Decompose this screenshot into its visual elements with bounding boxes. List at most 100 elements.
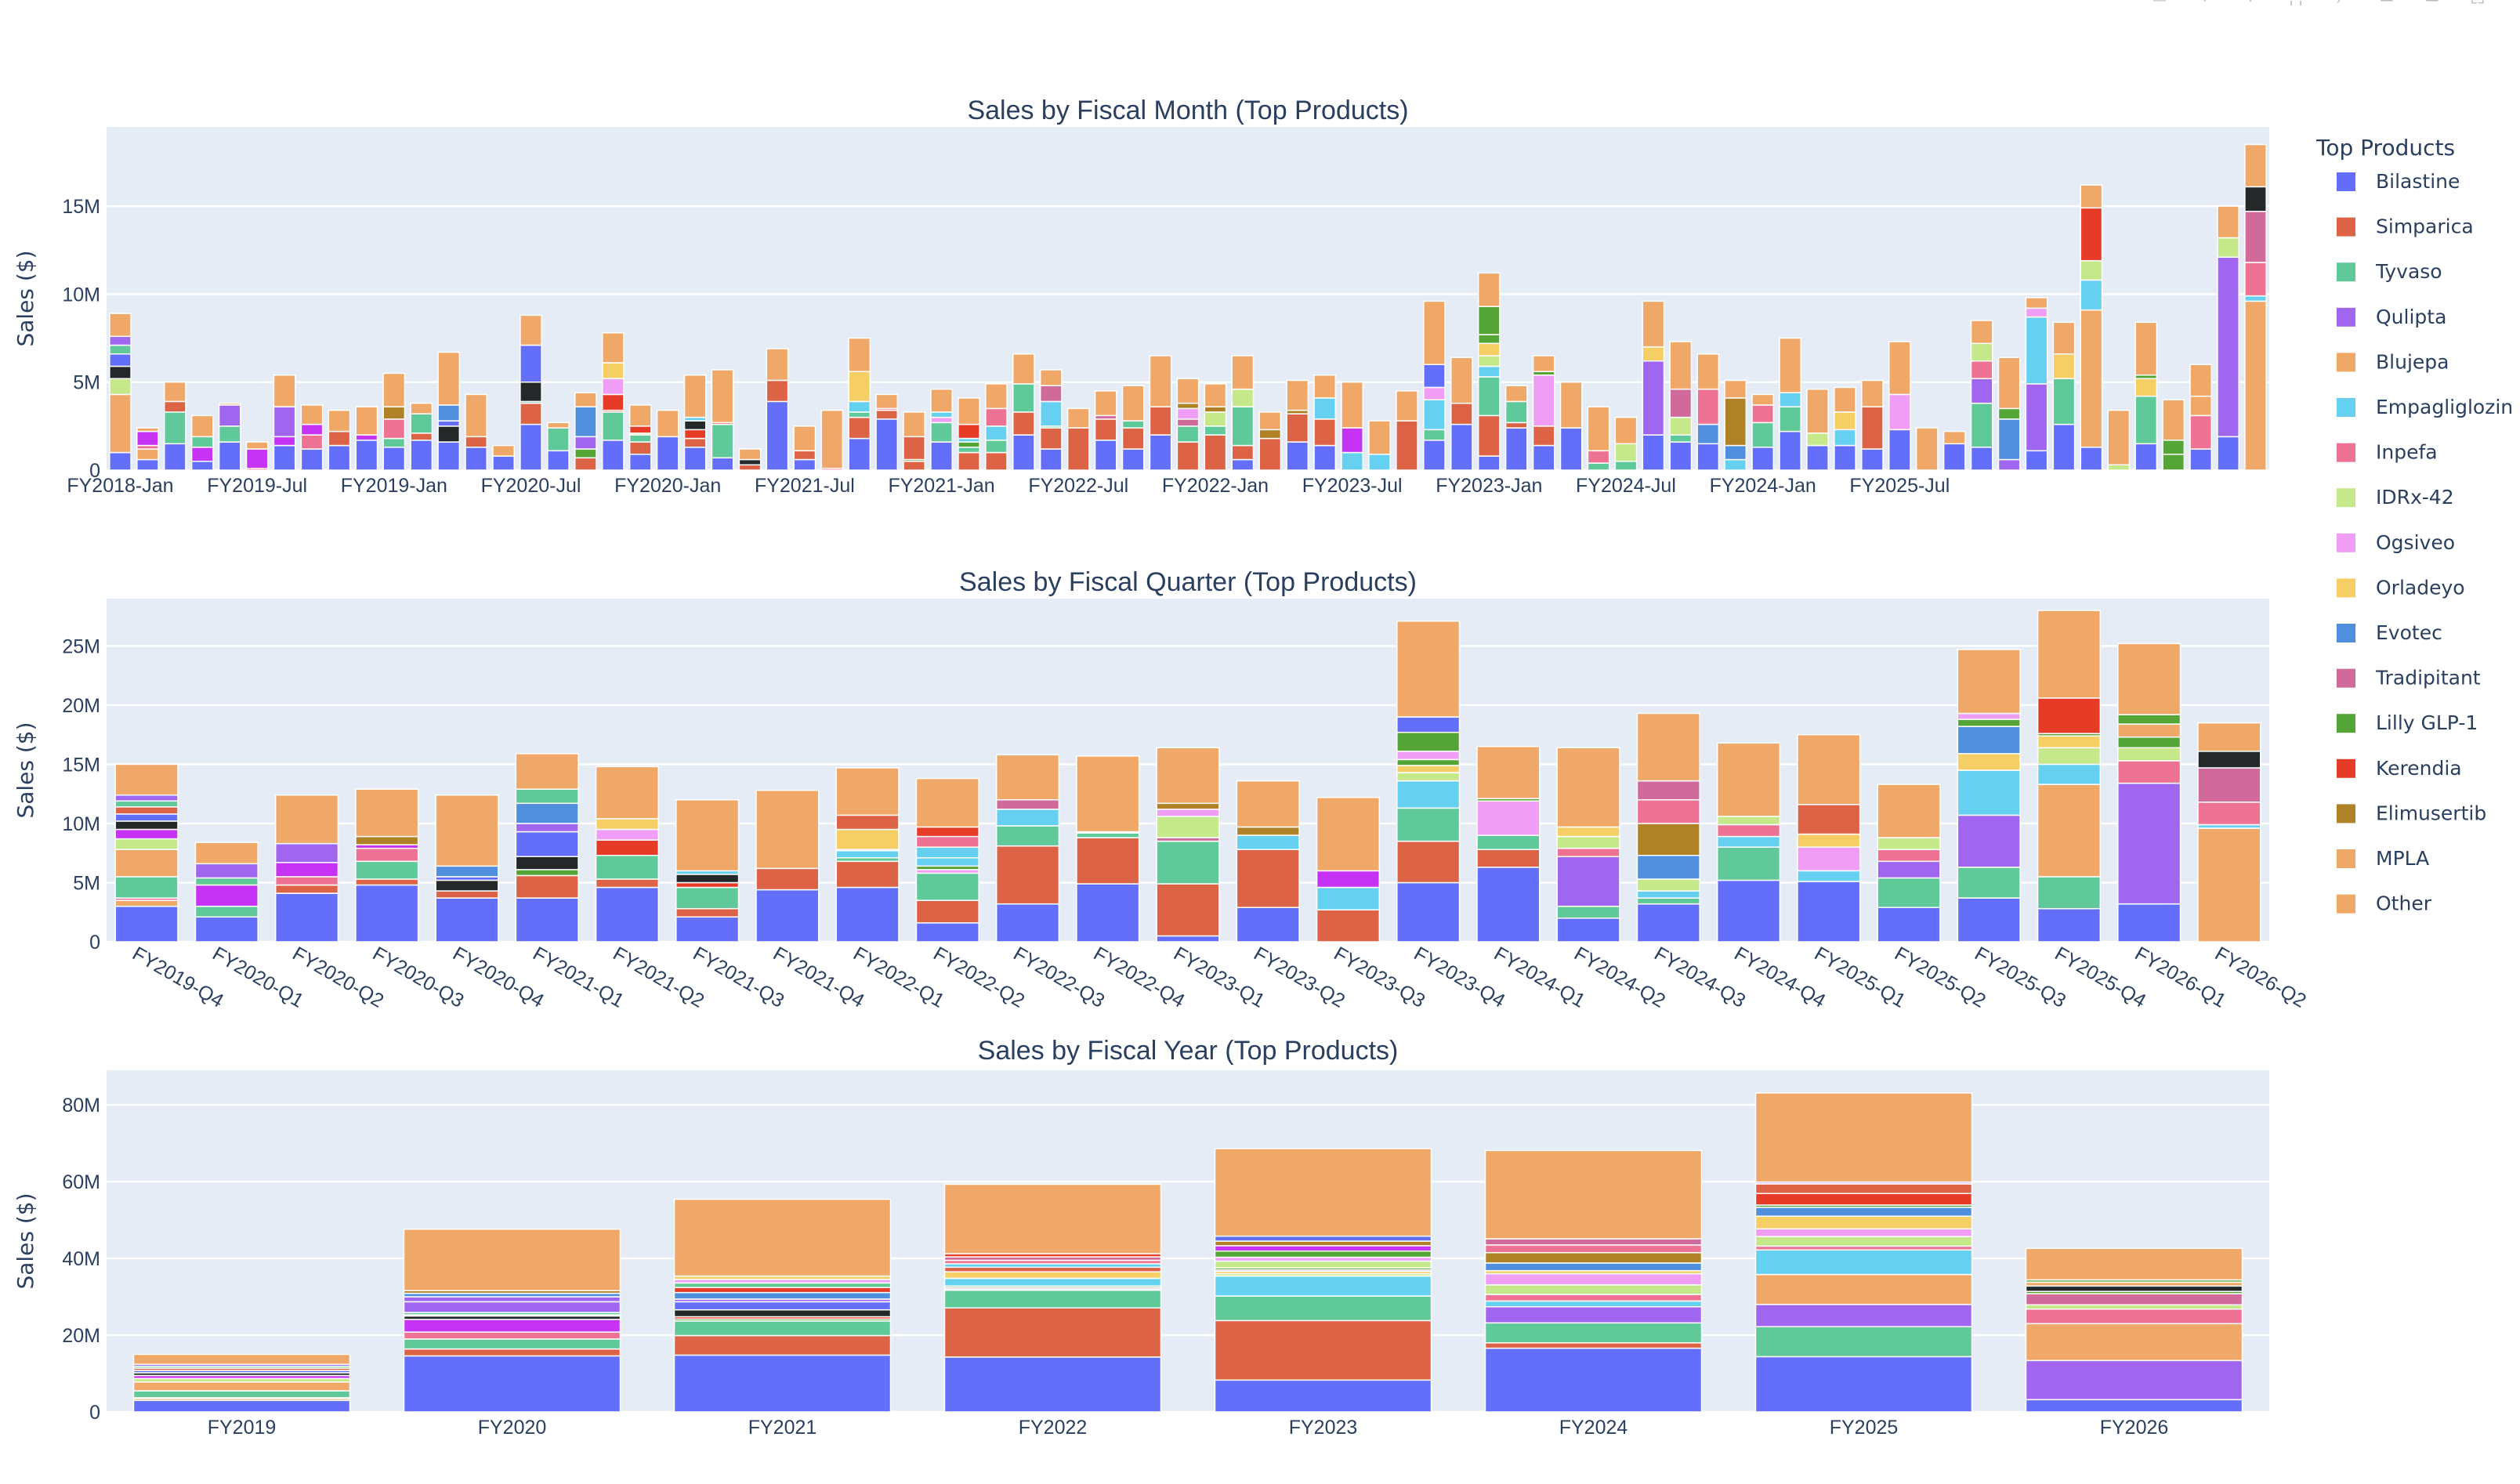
bar-segment-magenta[interactable] (1341, 427, 1363, 454)
bar-segment-bilastine[interactable] (2037, 907, 2102, 943)
bar-segment-qulipta[interactable] (2025, 1359, 2243, 1401)
bar-segment-other[interactable] (194, 842, 259, 865)
bar-segment-simparica[interactable] (1477, 414, 1501, 457)
bar-stack[interactable] (1396, 390, 1418, 471)
bar-segment-empagliglozin[interactable] (995, 809, 1060, 827)
bar-segment-lilly-glp-1[interactable] (1214, 1250, 1432, 1258)
bar-segment-tyvaso[interactable] (1716, 846, 1781, 881)
bar-stack[interactable] (1368, 420, 1391, 471)
bar-segment-tyvaso[interactable] (995, 825, 1060, 847)
bar-segment-bilastine[interactable] (1396, 881, 1461, 943)
bar-segment-bilastine[interactable] (109, 451, 132, 471)
bar-segment-evotec[interactable] (1696, 423, 1720, 445)
bar-segment-other[interactable] (2107, 409, 2131, 466)
legend-item[interactable]: IDRx-42 (2337, 486, 2454, 509)
bar-segment-other[interactable] (1806, 388, 1829, 434)
bar-segment-bilastine[interactable] (1450, 423, 1473, 471)
bar-segment-empagliglozin[interactable] (1236, 834, 1300, 850)
bar-segment-qulipta[interactable] (1997, 458, 2021, 471)
bar-segment-other[interactable] (755, 789, 820, 870)
bar-stack[interactable] (1797, 733, 1861, 943)
bar-segment-qulipta[interactable] (114, 794, 179, 802)
bar-stack[interactable] (1877, 784, 1941, 943)
bar-segment-other[interactable] (1368, 420, 1391, 455)
bar-stack[interactable] (2037, 610, 2102, 943)
bar-segment-empagliglozin[interactable] (1316, 886, 1381, 910)
bar-segment-bilastine[interactable] (1094, 440, 1117, 471)
bar-segment-tyvaso[interactable] (848, 411, 871, 418)
bar-segment-orladeyo[interactable] (2052, 353, 2076, 379)
bar-segment-other[interactable] (1614, 416, 1638, 445)
bar-segment-magenta[interactable] (194, 884, 259, 907)
bar-segment-tyvaso[interactable] (190, 436, 214, 448)
bar-segment-inpefa[interactable] (2244, 262, 2267, 297)
bar-segment-empagliglozin[interactable] (1341, 451, 1363, 471)
bar-segment-qulipta[interactable] (1957, 814, 2021, 868)
bar-stack[interactable] (1834, 386, 1856, 471)
bar-segment-empagliglozin[interactable] (1214, 1275, 1432, 1297)
bar-segment-simparica[interactable] (435, 890, 499, 899)
bar-stack[interactable] (2189, 364, 2213, 471)
legend-item[interactable]: Evotec (2337, 621, 2442, 644)
bar-segment-tradipitant[interactable] (1484, 1238, 1703, 1246)
bar-segment-simparica[interactable] (985, 451, 1008, 471)
bar-segment-other[interactable] (1532, 355, 1555, 372)
bar-stack[interactable] (1149, 355, 1172, 471)
bar-segment-magenta[interactable] (136, 430, 159, 447)
bar-stack[interactable] (2025, 1247, 2243, 1413)
bar-segment-bilastine[interactable] (300, 448, 324, 471)
bar-segment-bilastine[interactable] (943, 1356, 1162, 1413)
bar-segment-empagliglozin[interactable] (1834, 429, 1856, 447)
bar-segment-other[interactable] (995, 754, 1060, 801)
bar-segment-idrx-42[interactable] (114, 838, 179, 850)
bar-segment-evotec[interactable] (1754, 1207, 1973, 1217)
bar-segment-kerendia[interactable] (673, 1287, 892, 1294)
bar-segment-other[interactable] (1877, 784, 1941, 838)
bar-segment-other[interactable] (132, 1353, 351, 1366)
bar-segment-bilastine[interactable] (1313, 444, 1337, 471)
bar-segment-tyvaso[interactable] (1636, 897, 1700, 905)
bar-segment-bilastine[interactable] (1504, 427, 1528, 471)
bar-segment-bilastine[interactable] (382, 447, 406, 471)
bar-segment-bilastine[interactable] (1751, 447, 1775, 471)
bar-segment-qulipta[interactable] (1877, 860, 1941, 879)
bar-segment-kerendia[interactable] (601, 393, 625, 411)
bar-segment-simparica[interactable] (274, 884, 339, 894)
bar-stack[interactable] (2117, 642, 2181, 943)
bar-segment-other[interactable] (547, 422, 570, 429)
bar-segment-empagliglozin[interactable] (930, 411, 953, 418)
bar-segment-tyvaso[interactable] (1156, 840, 1220, 885)
bar-stack[interactable] (1754, 1092, 1973, 1413)
bar-segment-tyvaso[interactable] (1504, 400, 1528, 424)
bar-segment-other[interactable] (1779, 337, 1801, 393)
bar-segment-other[interactable] (1258, 411, 1282, 431)
bar-segment-other[interactable] (1957, 649, 2021, 715)
bar-stack[interactable] (1751, 393, 1775, 471)
lasso-icon[interactable]: ⁄ (2330, 0, 2352, 5)
bar-segment-simparica[interactable] (1176, 441, 1200, 471)
bar-segment-inpefa[interactable] (403, 1331, 621, 1340)
bar-segment-lilly-glp-1[interactable] (1957, 718, 2021, 727)
bar-segment-tradipitant[interactable] (1039, 385, 1063, 403)
bar-segment-other[interactable] (985, 383, 1008, 410)
bar-stack[interactable] (410, 402, 433, 471)
bar-segment-tyvaso[interactable] (1214, 1295, 1432, 1322)
bar-segment-other[interactable] (793, 425, 816, 452)
bar-segment-bilastine[interactable] (114, 813, 179, 822)
zoom-out-icon[interactable]: ▬ (2421, 0, 2443, 5)
bar-segment-bilastine[interactable] (848, 437, 871, 471)
bar-segment-tyvaso[interactable] (403, 1338, 621, 1350)
bar-stack[interactable] (328, 409, 351, 471)
bar-segment-other[interactable] (1724, 379, 1747, 399)
bar-segment-other[interactable] (1669, 341, 1693, 390)
bar-segment-lilly-glp-1[interactable] (2117, 714, 2181, 725)
bar-segment-qulipta[interactable] (1642, 360, 1665, 436)
bar-segment-other[interactable] (1997, 357, 2021, 410)
bar-stack[interactable] (958, 397, 980, 471)
bar-stack[interactable] (2217, 205, 2239, 471)
bar-segment-bilastine[interactable] (1888, 429, 1911, 471)
bar-segment-other[interactable] (435, 794, 499, 867)
bar-segment-other[interactable] (1214, 1148, 1432, 1237)
bar-stack[interactable] (1012, 353, 1035, 471)
bar-segment-simparica[interactable] (1504, 422, 1528, 429)
